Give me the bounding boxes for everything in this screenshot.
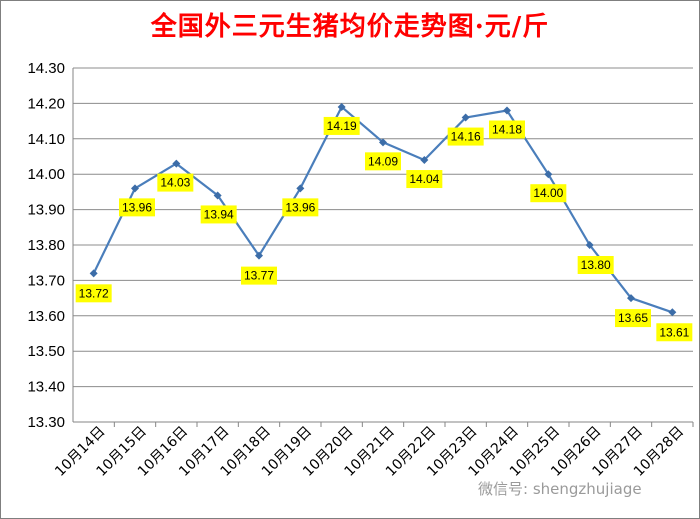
- data-label: 14.09: [368, 154, 398, 168]
- data-label-bg: [489, 120, 525, 139]
- y-tick-label: 13.30: [27, 414, 65, 431]
- y-tick-label: 13.50: [27, 343, 65, 360]
- data-label-bg: [241, 266, 277, 285]
- data-point: [337, 102, 346, 111]
- data-label: 13.65: [618, 311, 648, 325]
- y-tick-label: 14.00: [27, 166, 65, 183]
- data-label-bg: [365, 152, 401, 171]
- data-label-bg: [200, 205, 237, 224]
- data-point: [668, 308, 677, 317]
- data-label-bg: [323, 116, 360, 135]
- y-tick-label: 13.70: [27, 272, 65, 289]
- y-tick-label: 13.40: [27, 379, 65, 396]
- data-label: 13.77: [244, 269, 274, 283]
- data-label: 13.94: [204, 207, 234, 221]
- data-point: [585, 241, 594, 249]
- data-label-bg: [282, 198, 319, 217]
- y-tick-label: 13.80: [27, 237, 65, 254]
- data-label-bg: [157, 173, 194, 192]
- data-point: [627, 294, 635, 303]
- data-point: [213, 191, 222, 200]
- y-tick-label: 14.30: [27, 60, 65, 77]
- data-label: 14.19: [327, 119, 357, 133]
- data-point: [255, 251, 263, 260]
- data-label-bg: [75, 284, 112, 303]
- data-label-bg: [656, 323, 693, 342]
- chart-title: 全国外三元生猪均价走势图·元/斤: [150, 12, 550, 42]
- data-point: [503, 106, 511, 115]
- data-label: 13.96: [285, 200, 315, 214]
- data-label: 14.16: [451, 130, 481, 144]
- data-label-bg: [615, 309, 651, 328]
- y-tick-label: 13.90: [27, 202, 65, 219]
- data-label: 14.04: [409, 172, 439, 186]
- data-point: [131, 184, 139, 193]
- data-label: 13.80: [581, 258, 611, 272]
- y-tick-label: 13.60: [27, 308, 65, 325]
- data-label: 14.03: [160, 176, 190, 190]
- data-label: 13.96: [122, 200, 152, 214]
- y-tick-label: 14.10: [27, 131, 65, 148]
- data-point: [296, 184, 305, 193]
- data-point: [89, 269, 98, 278]
- data-label: 14.00: [533, 186, 563, 200]
- y-tick-label: 14.20: [27, 95, 65, 112]
- data-label: 13.72: [79, 286, 109, 300]
- wechat-watermark: 微信号: shengzhujiage: [478, 480, 642, 498]
- data-label-bg: [577, 256, 614, 274]
- data-label-bg: [119, 198, 155, 217]
- data-label-bg: [447, 127, 484, 146]
- data-point: [420, 156, 429, 165]
- data-label: 14.18: [492, 122, 522, 136]
- data-label: 13.61: [659, 325, 689, 339]
- data-point: [172, 159, 181, 168]
- data-point: [544, 170, 553, 179]
- data-point: [379, 138, 387, 147]
- data-point: [461, 113, 470, 122]
- data-label-bg: [406, 170, 443, 189]
- data-label-bg: [530, 184, 567, 203]
